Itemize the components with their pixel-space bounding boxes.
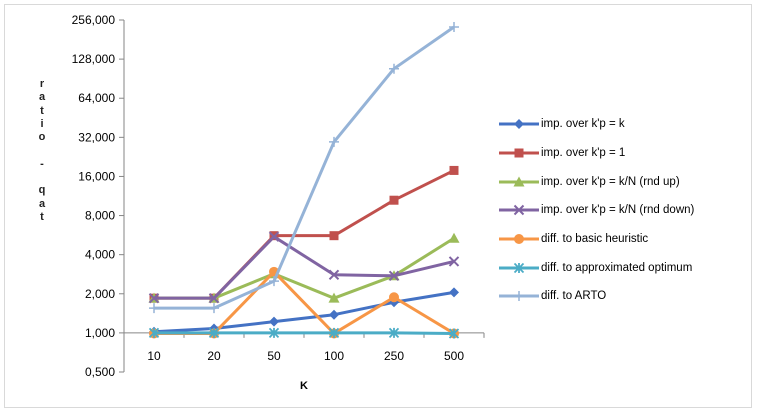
x-tick-label: 10 [147, 349, 161, 363]
legend-label: diff. to basic heuristic [541, 233, 649, 246]
legend-label: diff. to approximated optimum [541, 261, 693, 274]
chart-frame [4, 4, 752, 408]
data-point [329, 136, 339, 147]
y-tick-label: 2,000 [85, 287, 115, 301]
data-point [448, 256, 460, 267]
y-tick-label: 128,000 [72, 52, 116, 66]
series-7 [149, 22, 459, 314]
data-point [514, 234, 524, 245]
legend-item: diff. to basic heuristic [497, 225, 752, 254]
data-point [328, 269, 340, 280]
data-point [514, 291, 524, 302]
legend-label: imp. over k'p = k/N (rnd down) [541, 204, 695, 217]
y-tick-label: 1,000 [85, 326, 115, 340]
data-point [389, 63, 399, 74]
series-line [154, 25, 455, 310]
data-point [268, 231, 280, 242]
data-point [514, 119, 524, 130]
series-5 [149, 266, 459, 339]
legend-item: imp. over k'p = k [497, 110, 752, 139]
y-tick-label: 256,000 [72, 13, 116, 27]
data-point [328, 292, 340, 303]
legend-swatch [499, 262, 539, 273]
legend-item: imp. over k'p = k/N (rnd up) [497, 167, 752, 196]
y-tick-label: 16,000 [78, 169, 115, 183]
series-lines [148, 22, 460, 339]
series-line [154, 331, 455, 335]
data-point [389, 292, 399, 303]
y-tick-label: 4,000 [85, 248, 115, 262]
x-tick-label: 100 [324, 349, 344, 363]
legend-swatch [499, 205, 539, 216]
data-point [389, 195, 399, 205]
legend-item: diff. to ARTO [497, 282, 752, 311]
data-point [268, 327, 280, 339]
series-line [154, 270, 455, 335]
legend: imp. over k'p = k imp. over k'p = 1 imp. o… [497, 110, 752, 311]
legend-label: imp. over k'p = 1 [541, 147, 626, 160]
data-point [449, 22, 459, 33]
series-4 [148, 231, 460, 304]
data-point [269, 276, 279, 287]
data-point [148, 327, 160, 339]
y-tick-label: 64,000 [78, 91, 115, 105]
y-tick-labels: 0,500 1,000 2,000 4,000 8,000 16,000 32,000 64,… [72, 13, 116, 379]
series-line [154, 235, 455, 300]
legend-swatch [499, 119, 539, 130]
x-tick-label: 500 [444, 349, 464, 363]
data-point [208, 292, 220, 304]
y-tick-label: 32,000 [78, 130, 115, 144]
legend-label: diff. to ARTO [541, 290, 607, 303]
legend-swatch [499, 148, 539, 158]
data-point [449, 165, 459, 175]
series-2 [149, 165, 459, 303]
data-point [388, 327, 400, 339]
series-6 [148, 327, 460, 339]
x-tick-label: 50 [267, 349, 281, 363]
data-point [448, 232, 460, 243]
legend-swatch [499, 176, 539, 187]
y-axis-title: r a t i o - q a t [38, 78, 46, 223]
legend-item: imp. over k'p = 1 [497, 139, 752, 168]
x-tick-label: 250 [384, 349, 404, 363]
y-tick-label: 0,500 [85, 365, 115, 379]
data-point [513, 205, 525, 216]
data-point [388, 270, 400, 282]
x-tick-label: 20 [207, 349, 221, 363]
legend-label: imp. over k'p = k/N (rnd up) [541, 175, 680, 188]
data-point [513, 262, 525, 273]
series-3 [148, 232, 460, 303]
data-point [148, 292, 160, 304]
data-point [328, 327, 340, 339]
data-point [329, 231, 339, 241]
legend-item: imp. over k'p = k/N (rnd down) [497, 196, 752, 225]
legend-swatch [499, 234, 539, 245]
series-line [153, 290, 455, 334]
legend-swatch [499, 291, 539, 302]
x-tick-labels: 10 20 50 100 250 500 [147, 349, 464, 363]
data-point [269, 316, 279, 327]
data-point [149, 303, 159, 314]
x-axis-title: K [300, 380, 308, 392]
data-point [513, 176, 525, 187]
data-point [449, 287, 459, 298]
data-point [514, 148, 524, 158]
series-line [154, 236, 455, 300]
y-tick-label: 8,000 [85, 209, 115, 223]
data-point [208, 327, 220, 339]
legend-item: diff. to approximated optimum [497, 253, 752, 282]
data-point [209, 303, 219, 314]
legend-label: imp. over k'p = k [541, 118, 625, 131]
series-1 [149, 287, 459, 337]
series-line [154, 169, 455, 300]
data-point [448, 328, 460, 339]
data-point [329, 309, 339, 320]
